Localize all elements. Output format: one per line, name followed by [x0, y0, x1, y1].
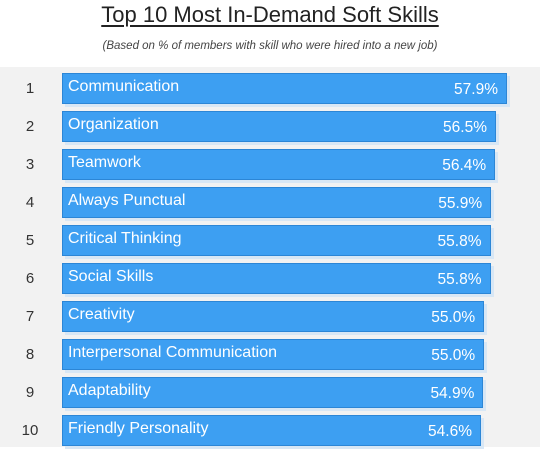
bar-row: 6 Social Skills 55.8%: [0, 260, 540, 298]
rank-label: 6: [25, 270, 35, 287]
bar-row: 3 Teamwork 56.4%: [0, 146, 540, 184]
bar-row: 9 Adaptability 54.9%: [0, 374, 540, 412]
bar-row: 4 Always Punctual 55.9%: [0, 184, 540, 222]
category-label: Interpersonal Communication: [68, 344, 277, 361]
chart-panel: 1 Communication 57.9% 2 Organization 56.5% 3 Te…: [0, 67, 540, 447]
rank-label: 8: [25, 346, 35, 363]
value-label: 55.9%: [438, 195, 483, 212]
bar-row: 2 Organization 56.5%: [0, 108, 540, 146]
bar: Communication 57.9%: [62, 73, 507, 104]
rank-label: 4: [25, 194, 35, 211]
category-label: Organization: [68, 116, 159, 133]
bar-row: 5 Critical Thinking 55.8%: [0, 222, 540, 260]
value-label: 55.8%: [437, 271, 482, 288]
category-label: Critical Thinking: [68, 230, 182, 247]
bar: Friendly Personality 54.6%: [62, 415, 481, 446]
value-label: 55.8%: [437, 233, 482, 250]
bar-row: 1 Communication 57.9%: [0, 70, 540, 108]
rank-label: 5: [25, 232, 35, 249]
category-label: Social Skills: [68, 268, 154, 285]
chart-title: Top 10 Most In-Demand Soft Skills: [101, 2, 439, 27]
category-label: Communication: [68, 78, 180, 95]
category-label: Creativity: [68, 306, 135, 323]
bar: Teamwork 56.4%: [62, 149, 496, 180]
rank-label: 7: [25, 308, 35, 325]
bar: Social Skills 55.8%: [62, 263, 491, 294]
rank-label: 3: [25, 156, 35, 173]
value-label: 56.4%: [442, 157, 487, 174]
bar: Critical Thinking 55.8%: [62, 225, 491, 256]
value-label: 57.9%: [454, 81, 498, 98]
value-label: 55.0%: [431, 347, 476, 364]
rank-label: 2: [25, 118, 35, 135]
category-label: Teamwork: [68, 154, 141, 171]
bar: Always Punctual 55.9%: [62, 187, 492, 218]
value-label: 55.0%: [431, 309, 476, 326]
category-label: Adaptability: [68, 382, 151, 399]
rank-label: 9: [25, 384, 35, 401]
bar: Adaptability 54.9%: [62, 377, 484, 408]
bar-row: 7 Creativity 55.0%: [0, 298, 540, 336]
category-label: Friendly Personality: [68, 420, 209, 437]
value-label: 54.6%: [428, 423, 472, 440]
bar: Organization 56.5%: [62, 111, 496, 142]
chart-subtitle: (Based on % of members with skill who we…: [102, 40, 438, 52]
rank-label: 1: [25, 80, 35, 97]
value-label: 54.9%: [430, 385, 475, 402]
category-label: Always Punctual: [68, 192, 186, 209]
rank-label: 10: [21, 422, 39, 439]
bar-row: 10 Friendly Personality 54.6%: [0, 412, 540, 450]
bar: Creativity 55.0%: [62, 301, 485, 332]
bar-row: 8 Interpersonal Communication 55.0%: [0, 336, 540, 374]
bar: Interpersonal Communication 55.0%: [62, 339, 485, 370]
value-label: 56.5%: [443, 119, 487, 136]
